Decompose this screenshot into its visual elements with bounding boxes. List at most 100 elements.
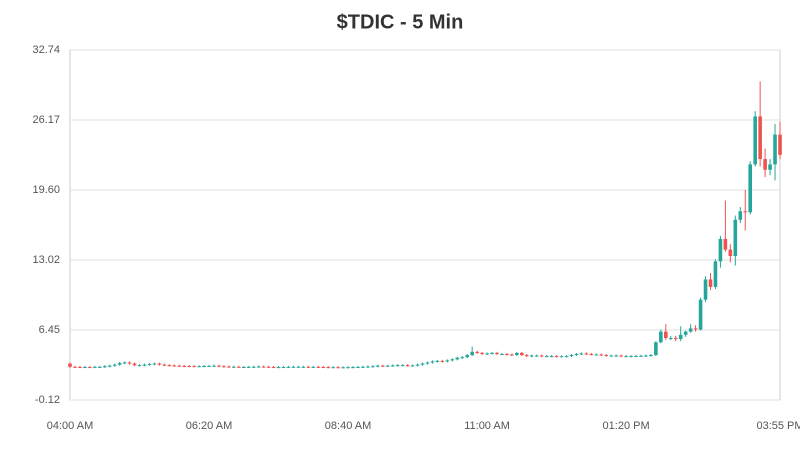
candle-body xyxy=(187,366,191,368)
candle-body xyxy=(276,367,281,369)
candle-body xyxy=(520,352,524,356)
candle-body xyxy=(380,365,385,367)
candle-body xyxy=(122,362,127,364)
candle-body xyxy=(341,367,345,369)
candle-body xyxy=(445,360,450,362)
candle-body xyxy=(261,366,266,368)
x-tick-label: 08:40 AM xyxy=(325,420,371,432)
candle-body xyxy=(639,355,643,357)
candle-body xyxy=(177,365,182,367)
candle-body xyxy=(510,354,514,356)
candle-body xyxy=(88,366,92,368)
candle-body xyxy=(589,353,594,355)
candle-body xyxy=(539,355,544,357)
candle-body xyxy=(693,328,698,330)
candle-body xyxy=(410,365,415,367)
candle-body xyxy=(664,331,668,339)
candle-body xyxy=(93,366,97,368)
candle-body xyxy=(251,366,256,368)
candle-body xyxy=(291,366,296,368)
candle-body xyxy=(728,249,733,256)
y-tick-label: 6.45 xyxy=(39,324,60,336)
candle-body xyxy=(723,238,728,250)
candle-body xyxy=(569,355,574,357)
candle-body xyxy=(644,355,648,357)
candle-body xyxy=(649,355,653,357)
candle-body xyxy=(455,357,460,360)
candle-body xyxy=(768,164,772,170)
candle-body xyxy=(425,362,430,364)
candle-body xyxy=(654,342,658,356)
candle-body xyxy=(698,299,703,330)
candle-body xyxy=(614,355,618,357)
candle-body xyxy=(172,365,177,367)
candle-body xyxy=(316,366,321,368)
x-tick-label: 04:00 AM xyxy=(47,420,93,432)
candle-body xyxy=(450,359,455,361)
candle-body xyxy=(296,366,301,368)
candle-body xyxy=(217,365,221,367)
candle-body xyxy=(117,363,122,365)
candle-body xyxy=(415,364,420,366)
chart-title: $TDIC - 5 Min xyxy=(337,11,464,33)
x-tick-label: 11:00 AM xyxy=(464,420,510,432)
candle-body xyxy=(97,366,102,368)
candle-body xyxy=(281,366,286,368)
candle-body xyxy=(683,331,688,335)
candle-body xyxy=(584,353,589,355)
candle-body xyxy=(435,360,440,362)
candle-body xyxy=(167,365,172,367)
candle-body xyxy=(554,356,559,358)
candle-body xyxy=(668,338,673,340)
candle-body xyxy=(604,355,609,357)
x-tick-label: 01:20 PM xyxy=(603,420,650,432)
candle-body xyxy=(470,351,474,356)
candle-body xyxy=(331,367,335,369)
candle-body xyxy=(366,366,370,368)
candle-body xyxy=(430,361,435,363)
candle-body xyxy=(256,366,261,368)
candle-body xyxy=(624,356,628,358)
y-tick-label: 13.02 xyxy=(32,254,60,266)
candle-body xyxy=(703,279,708,300)
y-tick-label: 19.60 xyxy=(32,184,60,196)
candle-body xyxy=(564,356,569,358)
candle-body xyxy=(326,367,330,369)
candle-body xyxy=(376,365,380,367)
candle-body xyxy=(440,360,445,362)
candle-body xyxy=(405,365,410,367)
candle-body xyxy=(465,355,470,358)
candle-body xyxy=(237,366,241,368)
candle-body xyxy=(673,338,678,340)
candle-body xyxy=(361,366,365,368)
candle-body xyxy=(192,366,196,368)
candle-body xyxy=(301,366,306,368)
candle-body xyxy=(708,279,713,287)
candle-body xyxy=(68,363,72,367)
candle-body xyxy=(559,356,564,358)
candle-body xyxy=(212,365,216,367)
candle-body xyxy=(390,365,395,367)
candle-body xyxy=(137,365,142,367)
candle-body xyxy=(659,331,663,343)
candle-body xyxy=(678,334,683,340)
candle-body xyxy=(127,362,132,364)
candle-body xyxy=(594,354,599,356)
candle-body xyxy=(157,363,162,365)
candle-body xyxy=(132,363,137,366)
candle-body xyxy=(321,366,326,368)
candle-body xyxy=(599,354,604,356)
candle-body xyxy=(758,116,762,160)
candle-body xyxy=(395,365,400,367)
candle-body xyxy=(142,364,147,366)
candle-body xyxy=(495,352,499,354)
candle-body xyxy=(232,366,236,368)
candle-body xyxy=(202,366,206,368)
candle-body xyxy=(485,353,489,355)
candle-body xyxy=(73,366,77,368)
y-tick-label: 26.17 xyxy=(32,114,60,126)
candle-body xyxy=(619,355,623,357)
candle-body xyxy=(609,355,613,357)
candle-body xyxy=(529,355,534,357)
